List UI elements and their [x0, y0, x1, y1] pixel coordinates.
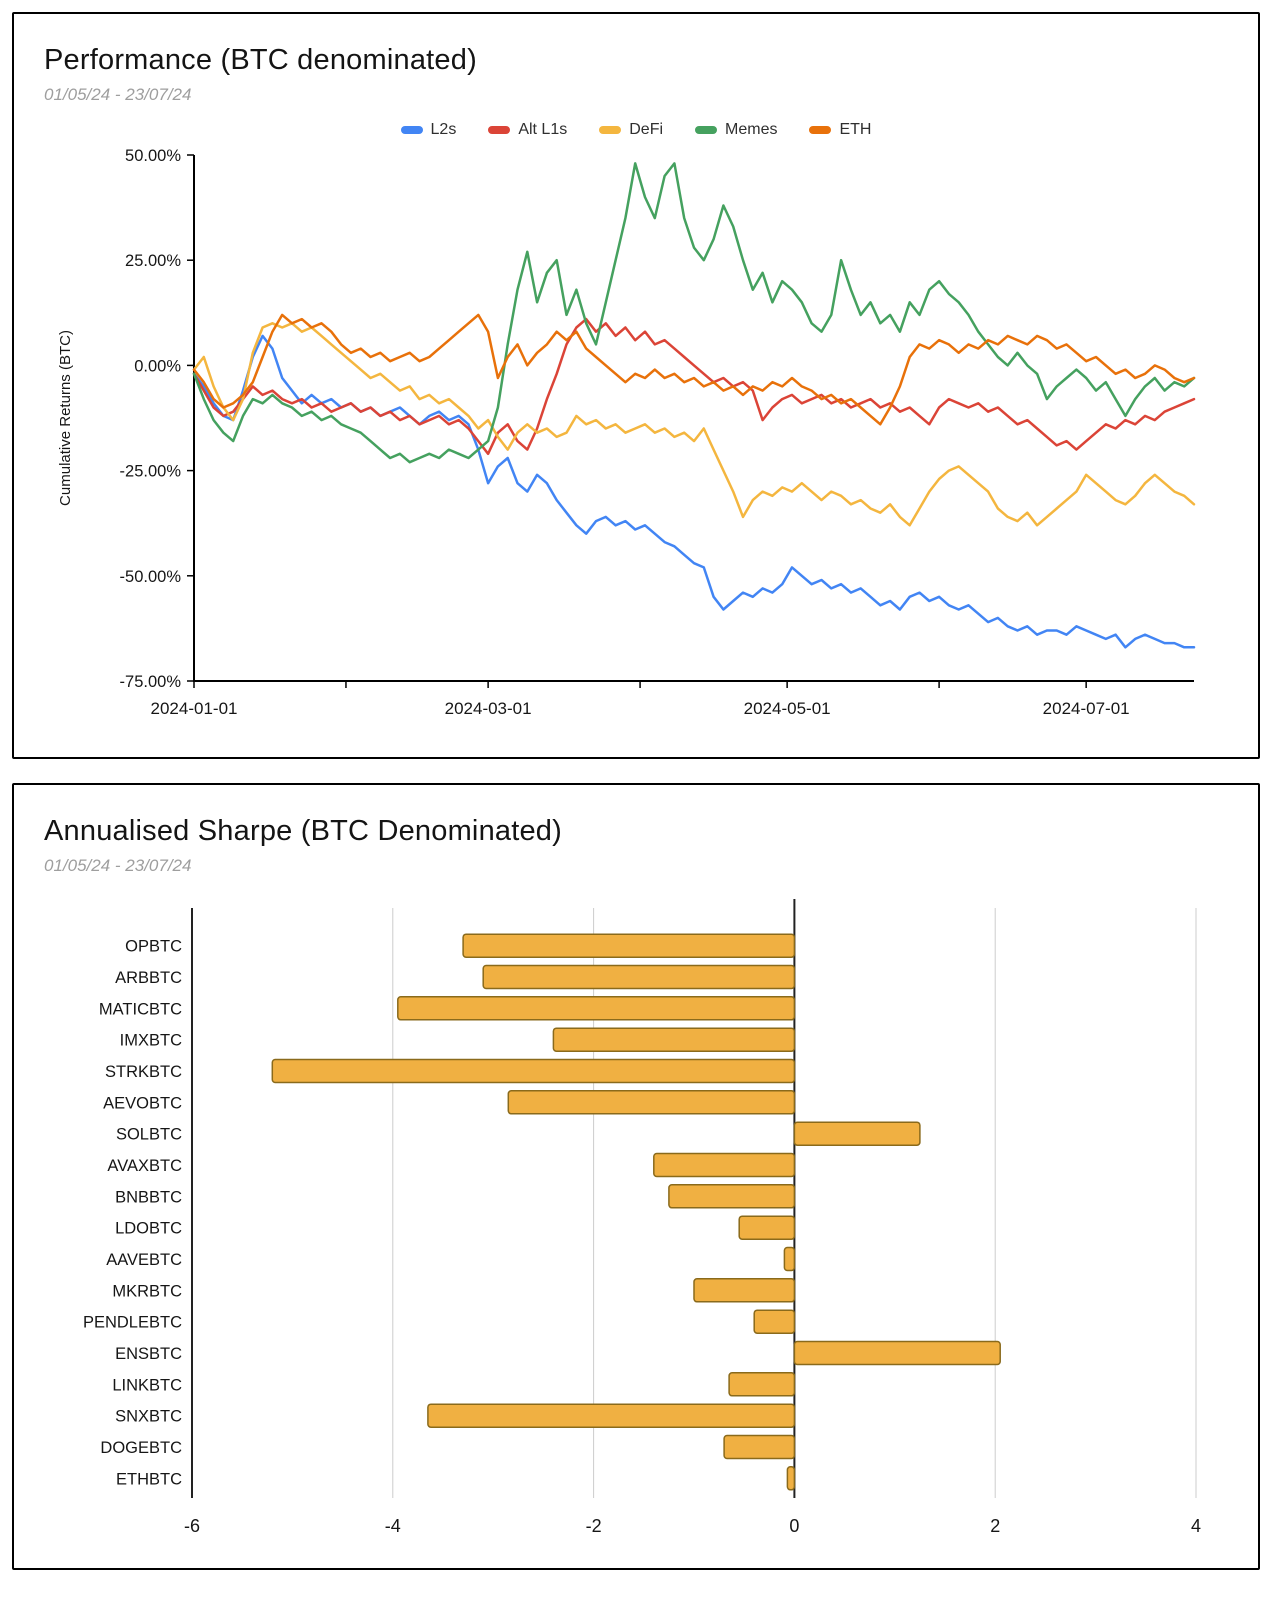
- x-tick-label-4: 4: [1191, 1516, 1201, 1536]
- x-tick-label-2024-01-01: 2024-01-01: [151, 699, 238, 718]
- legend-swatch-defi: [599, 126, 622, 134]
- sharpe-bar-chart: -6 -4 -2 0 2 4 OPBTC ARBBTC MATICBTC IMXBTC STRKBT…: [83, 899, 1201, 1536]
- category-label-bnbbtc: BNBBTC: [115, 1188, 182, 1206]
- performance-title: Performance (BTC denominated): [44, 44, 477, 76]
- legend-label-memes: Memes: [725, 121, 778, 138]
- sharpe-card: Annualised Sharpe (BTC Denominated) 01/0…: [12, 783, 1260, 1570]
- sharpe-bar-strkbtc: [271, 1058, 796, 1084]
- category-label-solbtc: SOLBTC: [116, 1126, 182, 1144]
- category-label-aevobtc: AEVOBTC: [103, 1094, 182, 1112]
- legend-item-defi: DeFi: [599, 121, 663, 139]
- sharpe-bar-linkbtc: [728, 1372, 796, 1397]
- sharpe-bar-dogebtc: [723, 1434, 796, 1460]
- sharpe-bar-ldobtc: [738, 1215, 796, 1240]
- series-line-memes: [192, 162, 1196, 464]
- category-label-pendlebtc: PENDLEBTC: [83, 1314, 182, 1332]
- y-axis-title: Cumulative Returns (BTC): [57, 330, 74, 506]
- sharpe-bar-arbbtc: [482, 964, 796, 990]
- series-line-eth: [192, 313, 1196, 426]
- y-tick-label--75-00-: -75.00%: [120, 673, 182, 691]
- legend-swatch-alt-l1s: [488, 126, 511, 134]
- y-tick-label--25-00-: -25.00%: [120, 463, 182, 481]
- sharpe-bar-imxbtc: [552, 1027, 796, 1052]
- performance-card: Performance (BTC denominated) 01/05/24 -…: [12, 12, 1260, 759]
- sharpe-bar-solbtc: [793, 1121, 921, 1146]
- series-line-defi: [192, 322, 1196, 527]
- category-label-mkrbtc: MKRBTC: [112, 1282, 182, 1300]
- legend-swatch-eth: [809, 126, 832, 134]
- sharpe-bar-ethbtc: [786, 1466, 796, 1491]
- sharpe-bar-mkrbtc: [693, 1278, 796, 1303]
- category-label-aavebtc: AAVEBTC: [106, 1251, 182, 1269]
- performance-axes: [187, 154, 1194, 688]
- x-tick-label-2024-07-01: 2024-07-01: [1043, 699, 1130, 718]
- series-line-alt-l1s: [192, 317, 1196, 456]
- legend-item-memes: Memes: [695, 121, 777, 139]
- sharpe-bar-avaxbtc: [653, 1152, 796, 1178]
- legend-label-l2s: L2s: [430, 121, 457, 138]
- legend-swatch-l2s: [400, 126, 423, 134]
- legend-label-defi: DeFi: [629, 121, 664, 138]
- performance-line-chart: 50.00% 25.00% 0.00% -25.00% -50.00% -75.00% 20…: [57, 147, 1196, 718]
- sharpe-bar-maticbtc: [397, 996, 796, 1021]
- legend-item-eth: ETH: [809, 121, 871, 139]
- sharpe-bar-ensbtc: [793, 1340, 1001, 1366]
- category-label-imxbtc: IMXBTC: [120, 1032, 182, 1050]
- x-tick-label--4: -4: [385, 1516, 401, 1536]
- performance-legend: L2s Alt L1s DeFi Memes ETH: [44, 121, 1228, 139]
- x-tick-label-2024-03-01: 2024-03-01: [445, 699, 532, 718]
- y-tick-label--50-00-: -50.00%: [120, 568, 182, 586]
- legend-label-alt-l1s: Alt L1s: [518, 121, 568, 138]
- sharpe-title: Annualised Sharpe (BTC Denominated): [44, 815, 562, 847]
- sharpe-subtitle: 01/05/24 - 23/07/24: [44, 856, 192, 875]
- category-label-ethbtc: ETHBTC: [116, 1470, 182, 1488]
- category-label-strkbtc: STRKBTC: [105, 1063, 182, 1081]
- sharpe-bar-bnbbtc: [668, 1184, 796, 1209]
- series-line-l2s: [192, 334, 1196, 649]
- sharpe-bar-aevobtc: [507, 1090, 796, 1115]
- x-tick-label-2: 2: [990, 1516, 1000, 1536]
- category-label-snxbtc: SNXBTC: [115, 1408, 182, 1426]
- category-label-maticbtc: MATICBTC: [99, 1000, 182, 1018]
- x-tick-label-0: 0: [789, 1516, 799, 1536]
- category-label-avaxbtc: AVAXBTC: [107, 1157, 182, 1175]
- sharpe-bar-aavebtc: [783, 1246, 796, 1272]
- legend-item-l2s: L2s: [400, 121, 457, 139]
- category-label-opbtc: OPBTC: [125, 938, 182, 956]
- sharpe-bar-snxbtc: [427, 1403, 796, 1428]
- legend-label-eth: ETH: [839, 121, 872, 138]
- category-label-arbbtc: ARBBTC: [115, 969, 182, 987]
- x-tick-label--6: -6: [184, 1516, 200, 1536]
- category-label-ldobtc: LDOBTC: [115, 1220, 182, 1238]
- y-tick-label-50-00-: 50.00%: [125, 147, 181, 165]
- legend-swatch-memes: [695, 126, 718, 134]
- category-label-linkbtc: LINKBTC: [112, 1376, 182, 1394]
- category-label-ensbtc: ENSBTC: [115, 1345, 182, 1363]
- sharpe-bar-pendlebtc: [753, 1309, 796, 1334]
- y-tick-label-0-00-: 0.00%: [134, 357, 181, 375]
- legend-item-alt-l1s: Alt L1s: [488, 121, 567, 139]
- x-tick-label-2024-05-01: 2024-05-01: [744, 699, 831, 718]
- performance-subtitle: 01/05/24 - 23/07/24: [44, 85, 192, 104]
- y-tick-label-25-00-: 25.00%: [125, 252, 181, 270]
- category-label-dogebtc: DOGEBTC: [100, 1439, 182, 1457]
- x-tick-label--2: -2: [586, 1516, 602, 1536]
- sharpe-bar-opbtc: [462, 933, 796, 958]
